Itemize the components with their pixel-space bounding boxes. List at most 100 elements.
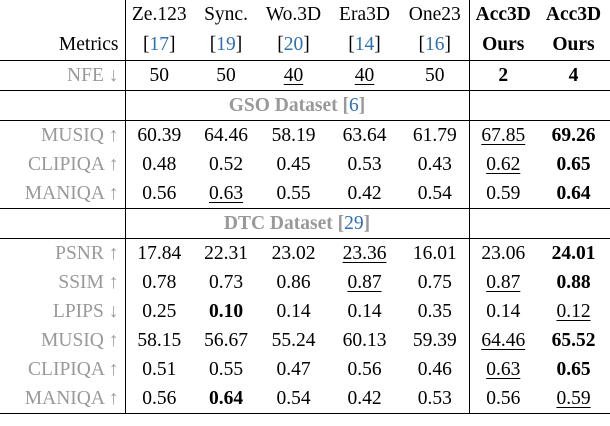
value-cell: 0.73: [193, 268, 259, 297]
value: 60.13: [342, 330, 387, 351]
metrics-header: Metrics: [58, 34, 119, 55]
value: 58.19: [271, 125, 316, 146]
value-cell: 63.64: [328, 121, 401, 151]
metric-label: SSIM ↑: [58, 272, 119, 293]
value: 61.79: [412, 125, 457, 146]
value-cell: 0.35: [401, 297, 469, 326]
table-row: MUSIQ ↑ 58.15 56.67 55.24 60.13 59.39 64.46 65.…: [0, 326, 610, 355]
method-ref-cell: [20]: [277, 34, 310, 55]
section-empty-cell: [468, 90, 610, 121]
value: 0.42: [347, 183, 382, 204]
value-cell: 0.87: [328, 268, 401, 297]
value-cell: 0.43: [401, 150, 469, 179]
value: 0.64: [208, 388, 244, 409]
value-cell: 0.56: [328, 355, 401, 384]
value: 0.14: [347, 301, 382, 322]
value-cell: 0.42: [328, 384, 401, 414]
value: 40: [354, 65, 375, 86]
method-name: One23: [408, 4, 461, 25]
value: 0.78: [142, 272, 177, 293]
value: 0.51: [142, 359, 177, 380]
value: 67.85: [481, 125, 526, 146]
value-cell: 0.46: [401, 355, 469, 384]
value: 0.73: [208, 272, 244, 293]
value: 22.31: [204, 243, 248, 264]
citation-link[interactable]: 16: [425, 34, 445, 55]
value-cell: 64.46: [468, 326, 537, 355]
value: 0.45: [276, 154, 311, 175]
value-cell: 59.39: [401, 326, 469, 355]
value: 0.56: [347, 359, 382, 380]
value-cell: 0.63: [468, 355, 537, 384]
value-cell: 0.56: [124, 384, 193, 414]
citation-link[interactable]: 19: [216, 34, 236, 55]
method-ref-cell: [16]: [418, 34, 452, 55]
table-row: CLIPIQA ↑ 0.51 0.55 0.47 0.56 0.46 0.63 0.65: [0, 355, 610, 384]
metric-label: MUSIQ ↑: [41, 330, 119, 351]
value-cell: 23.06: [468, 238, 537, 268]
method-name: Ze.123: [124, 0, 193, 30]
value-cell: 0.87: [468, 268, 537, 297]
method-ref-cell: [19]: [209, 34, 243, 55]
table-row: CLIPIQA ↑ 0.48 0.52 0.45 0.53 0.43 0.62 0.65: [0, 150, 610, 179]
header-row-refs: Metrics [17] [19] [20] [14] [16] Ours Ou…: [0, 30, 610, 61]
value: 0.75: [417, 272, 452, 293]
value: 0.56: [142, 388, 177, 409]
value: 50: [216, 65, 236, 86]
value-cell: 0.14: [328, 297, 401, 326]
value: 0.14: [276, 301, 311, 322]
value-cell: 50: [193, 60, 259, 91]
results-table: Ze.123 Sync. Wo.3D Era3D One23 Acc3D Acc…: [0, 0, 610, 414]
value-cell: 67.85: [468, 120, 537, 150]
method-name: Era3D: [339, 4, 390, 25]
value-cell: 0.63: [193, 179, 259, 209]
section-empty-cell: [0, 208, 125, 239]
value-cell: 0.14: [468, 297, 537, 326]
value: 0.55: [276, 183, 311, 204]
value: 40: [283, 65, 304, 86]
citation-link[interactable]: 17: [149, 34, 170, 55]
value-cell: 0.10: [193, 297, 259, 326]
value: 0.53: [347, 154, 382, 175]
section-empty-cell: [468, 208, 610, 239]
value: 0.59: [486, 183, 521, 204]
value-cell: 0.56: [124, 179, 193, 209]
metric-label: CLIPIQA ↑: [28, 154, 119, 175]
value-cell: 40: [328, 60, 401, 91]
section-header-row: GSO Dataset [6]: [0, 90, 610, 121]
value-cell: 58.19: [259, 121, 328, 151]
citation-link[interactable]: 20: [283, 34, 304, 55]
value: 0.35: [417, 301, 452, 322]
value-cell: 0.78: [124, 268, 193, 297]
citation-link[interactable]: 6: [349, 95, 359, 116]
value: 0.10: [208, 301, 244, 322]
section-title-text: GSO Dataset: [228, 95, 338, 116]
value-cell: 0.59: [537, 384, 610, 414]
value: 24.01: [551, 243, 596, 264]
citation-link[interactable]: 14: [354, 34, 375, 55]
results-table-body: Ze.123 Sync. Wo.3D Era3D One23 Acc3D Acc…: [0, 0, 610, 414]
table-row: SSIM ↑ 0.78 0.73 0.86 0.87 0.75 0.87 0.88: [0, 268, 610, 297]
value-cell: 24.01: [537, 239, 610, 269]
value: 65.52: [551, 330, 596, 351]
value: 0.87: [486, 272, 521, 293]
section-title-text: DTC Dataset: [223, 213, 333, 234]
value: 0.52: [208, 154, 244, 175]
value-cell: 22.31: [193, 239, 259, 269]
value-cell: 23.36: [328, 239, 401, 269]
metric-label: MANIQA ↑: [24, 183, 119, 204]
value-cell: 0.47: [259, 355, 328, 384]
metric-label: LPIPS ↓: [52, 301, 119, 322]
value-cell: 0.45: [259, 150, 328, 179]
metric-label: CLIPIQA ↑: [28, 359, 119, 380]
method-sub-ours: Ours: [468, 30, 537, 61]
value: 0.48: [142, 154, 177, 175]
value-cell: 60.13: [328, 326, 401, 355]
value: 23.36: [342, 243, 387, 264]
value: 0.54: [276, 388, 311, 409]
metric-label: NFE ↓: [0, 60, 125, 91]
value: 0.65: [556, 154, 591, 175]
citation-link[interactable]: 29: [344, 213, 364, 234]
method-ref-cell: [17]: [124, 30, 193, 61]
value-cell: 0.55: [259, 179, 328, 209]
